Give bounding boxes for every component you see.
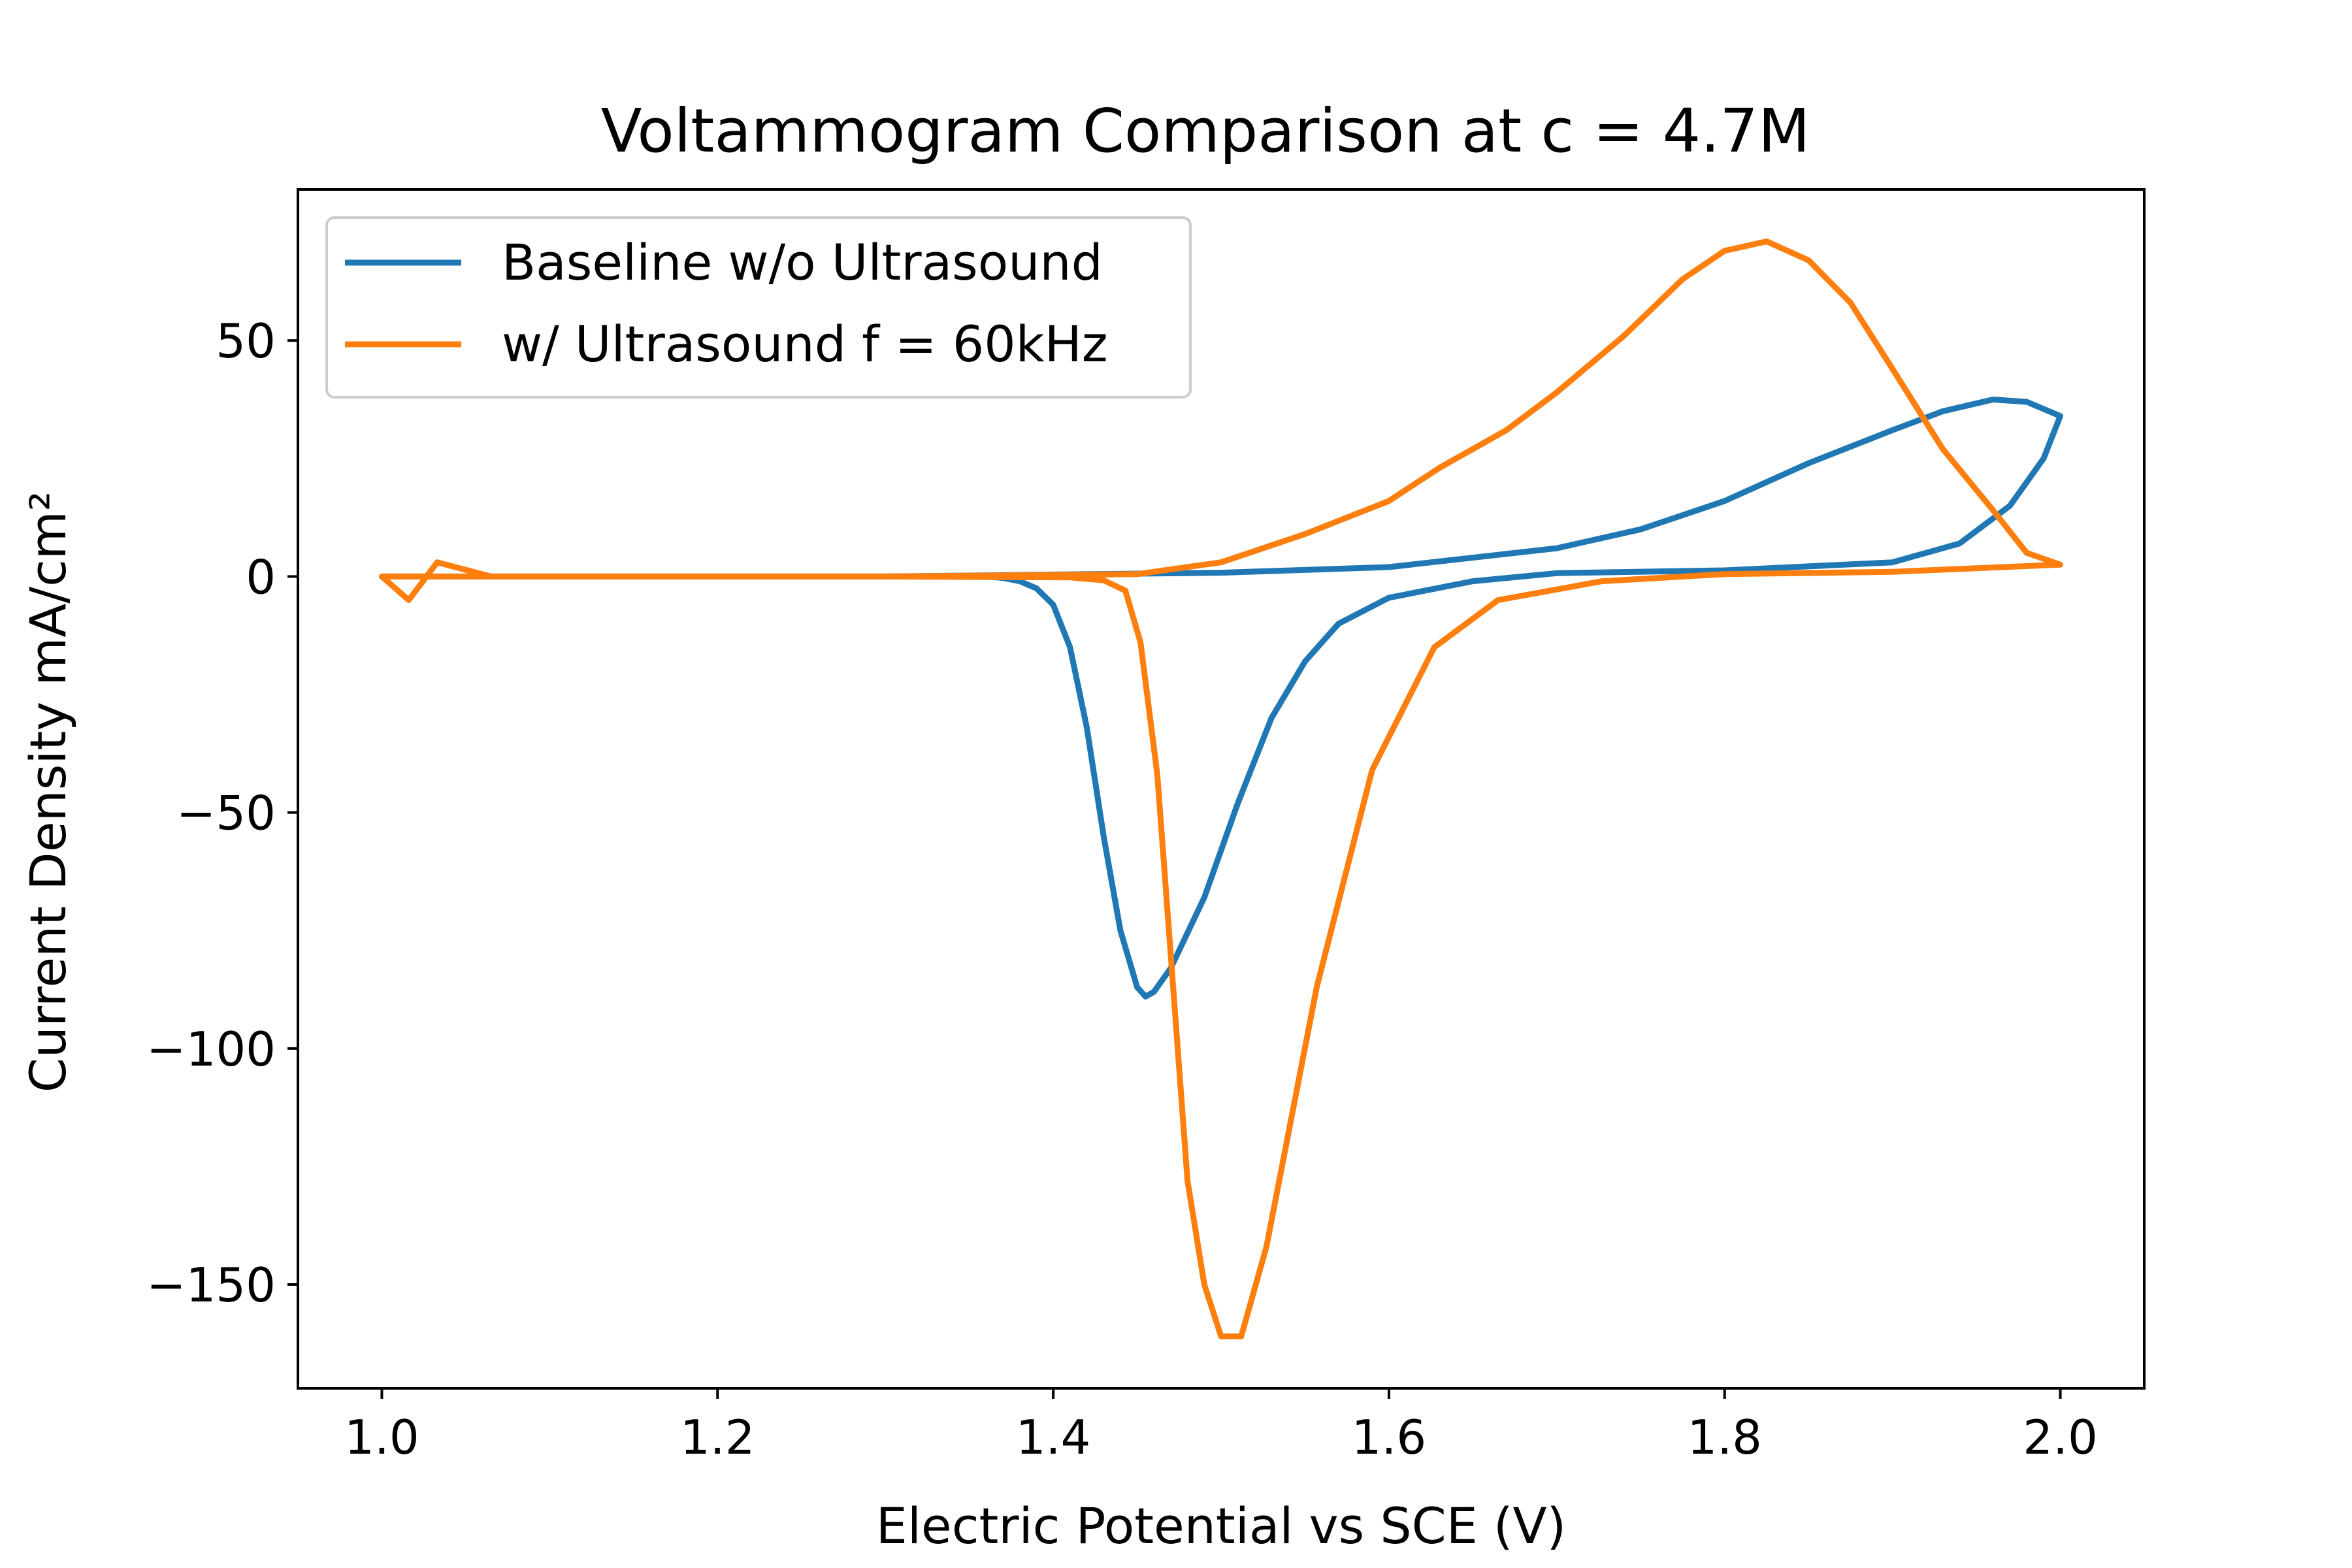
x-tick-label: 1.2 <box>680 1410 755 1465</box>
legend-box <box>325 216 1192 399</box>
x-tick-label: 1.4 <box>1016 1410 1091 1465</box>
series-line-ultrasound <box>379 238 2063 1339</box>
y-tick-label: 0 <box>246 549 276 604</box>
x-tick-label: 1.6 <box>1352 1410 1427 1465</box>
y-tick-label: −50 <box>176 786 276 841</box>
chart-title: Voltammogram Comparison at c = 4.7M <box>601 96 1810 166</box>
series-line-baseline <box>379 397 2063 1000</box>
y-tick-label: −150 <box>146 1258 276 1313</box>
legend: Baseline w/o Ultrasound w/ Ultrasound f … <box>325 216 1192 399</box>
x-axis-label: Electric Potential vs SCE (V) <box>876 1497 1566 1555</box>
series-layer <box>379 238 2063 1339</box>
x-tick-label: 2.0 <box>2023 1410 2098 1465</box>
plot-area-frame <box>297 188 2146 1390</box>
legend-label-baseline: Baseline w/o Ultrasound <box>502 233 1103 291</box>
y-tick-label: −100 <box>146 1022 276 1077</box>
x-tick-label: 1.0 <box>344 1410 419 1465</box>
legend-label-ultrasound: w/ Ultrasound f = 60kHz <box>502 315 1108 373</box>
y-axis: 50 0 −50 −100 −150 <box>146 314 298 1313</box>
y-tick-label: 50 <box>216 314 276 368</box>
y-axis-label: Current Density mA/cm² <box>19 491 77 1093</box>
x-axis: 1.0 1.2 1.4 1.6 1.8 2.0 <box>344 1388 2098 1465</box>
x-tick-label: 1.8 <box>1687 1410 1762 1465</box>
